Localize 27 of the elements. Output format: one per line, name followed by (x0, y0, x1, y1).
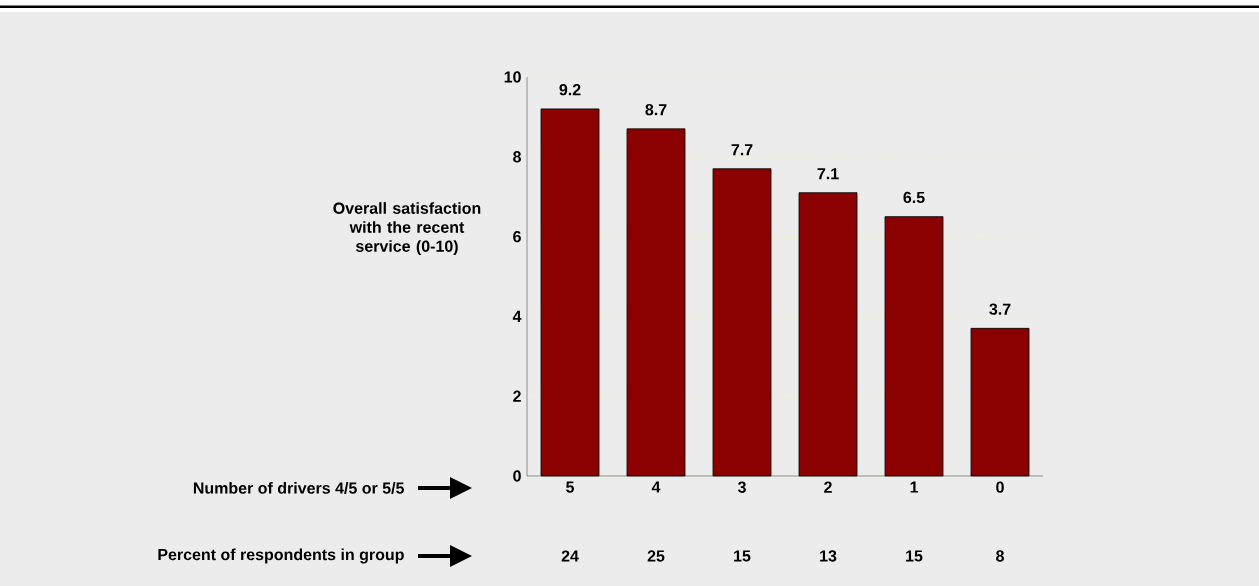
text: 15 (906, 550, 923, 562)
text: Percent of respondents in group (158, 548, 404, 564)
data-label: 3.7 (989, 303, 1011, 315)
y-tick-label: 8 (513, 151, 521, 163)
text: 25 (647, 550, 665, 562)
text: 15 (734, 550, 751, 562)
y-tick-label: 6 (513, 230, 521, 243)
data-label: 8.7 (645, 103, 667, 116)
y-tick-label: 10 (504, 71, 521, 83)
x-tick-label: 4 (651, 481, 661, 493)
x-tick-label: 2 (824, 481, 832, 493)
text: Number of drivers 4/5 or 5/5 (193, 482, 405, 494)
x-tick-label: 5 (566, 481, 575, 493)
data-label: 9.2 (559, 84, 581, 96)
y-axis-title: Overall satisfaction with the recent service (0-10) (333, 202, 481, 256)
data-label: 6.5 (903, 191, 925, 204)
data-label: 7.1 (817, 168, 839, 180)
y-tick-label: 0 (513, 470, 521, 482)
text: 8 (996, 550, 1004, 562)
text: 24 (561, 550, 579, 562)
x-tick-label: 3 (737, 481, 746, 493)
x-tick-label: 1 (910, 481, 919, 493)
data-label: 7.7 (731, 144, 753, 156)
y-tick-label: 4 (512, 310, 522, 322)
text: 13 (820, 550, 837, 562)
y-tick-label: 2 (513, 390, 521, 402)
x-tick-label: 0 (996, 481, 1004, 493)
